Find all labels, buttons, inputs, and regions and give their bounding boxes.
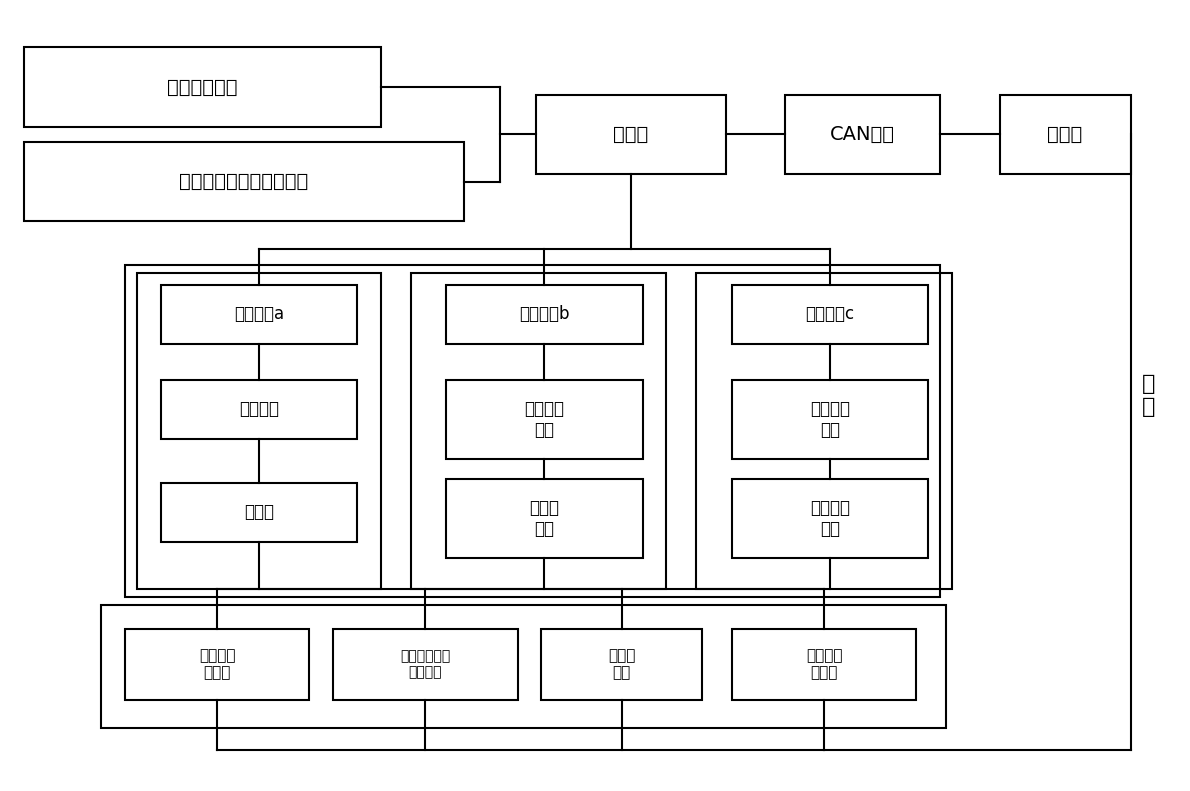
FancyBboxPatch shape <box>732 629 916 700</box>
FancyBboxPatch shape <box>732 285 928 344</box>
Text: CAN总线: CAN总线 <box>831 125 895 144</box>
Text: 主变速手柄角
度传感器: 主变速手柄角 度传感器 <box>400 649 451 679</box>
Text: 步进电动
推杆: 步进电动 推杆 <box>525 399 564 439</box>
FancyBboxPatch shape <box>732 380 928 459</box>
FancyBboxPatch shape <box>1000 95 1130 174</box>
FancyBboxPatch shape <box>161 285 357 344</box>
Text: 步进电机: 步进电机 <box>239 400 278 418</box>
FancyBboxPatch shape <box>732 479 928 558</box>
Text: 速度传
感器: 速度传 感器 <box>608 649 635 680</box>
FancyBboxPatch shape <box>536 95 726 174</box>
FancyBboxPatch shape <box>785 95 940 174</box>
Text: 主变速
手柄: 主变速 手柄 <box>530 498 559 538</box>
Text: 转向角度
传感器: 转向角度 传感器 <box>199 649 236 680</box>
Text: 惯性导航系统: 惯性导航系统 <box>167 78 238 97</box>
Text: 北斗高精度差分定位系统: 北斗高精度差分定位系统 <box>180 172 308 191</box>
FancyBboxPatch shape <box>446 380 643 459</box>
Text: 栽插角度
传感器: 栽插角度 传感器 <box>806 649 843 680</box>
Text: 栽插电动
推杆: 栽插电动 推杆 <box>810 399 850 439</box>
FancyBboxPatch shape <box>24 142 464 221</box>
FancyBboxPatch shape <box>161 483 357 542</box>
FancyBboxPatch shape <box>541 629 702 700</box>
FancyBboxPatch shape <box>125 629 309 700</box>
FancyBboxPatch shape <box>446 285 643 344</box>
Text: 栽插离合
手柄: 栽插离合 手柄 <box>810 498 850 538</box>
FancyBboxPatch shape <box>161 380 357 439</box>
FancyBboxPatch shape <box>333 629 518 700</box>
Text: 驱动单元c: 驱动单元c <box>806 305 854 324</box>
FancyBboxPatch shape <box>24 47 381 127</box>
Text: 驱动单元a: 驱动单元a <box>233 305 284 324</box>
FancyBboxPatch shape <box>446 479 643 558</box>
Text: 反
馈: 反 馈 <box>1141 374 1155 417</box>
Text: 下位机: 下位机 <box>613 125 649 144</box>
Text: 上位机: 上位机 <box>1047 125 1083 144</box>
Text: 方向盘: 方向盘 <box>244 503 274 521</box>
Text: 驱动单元b: 驱动单元b <box>519 305 570 324</box>
